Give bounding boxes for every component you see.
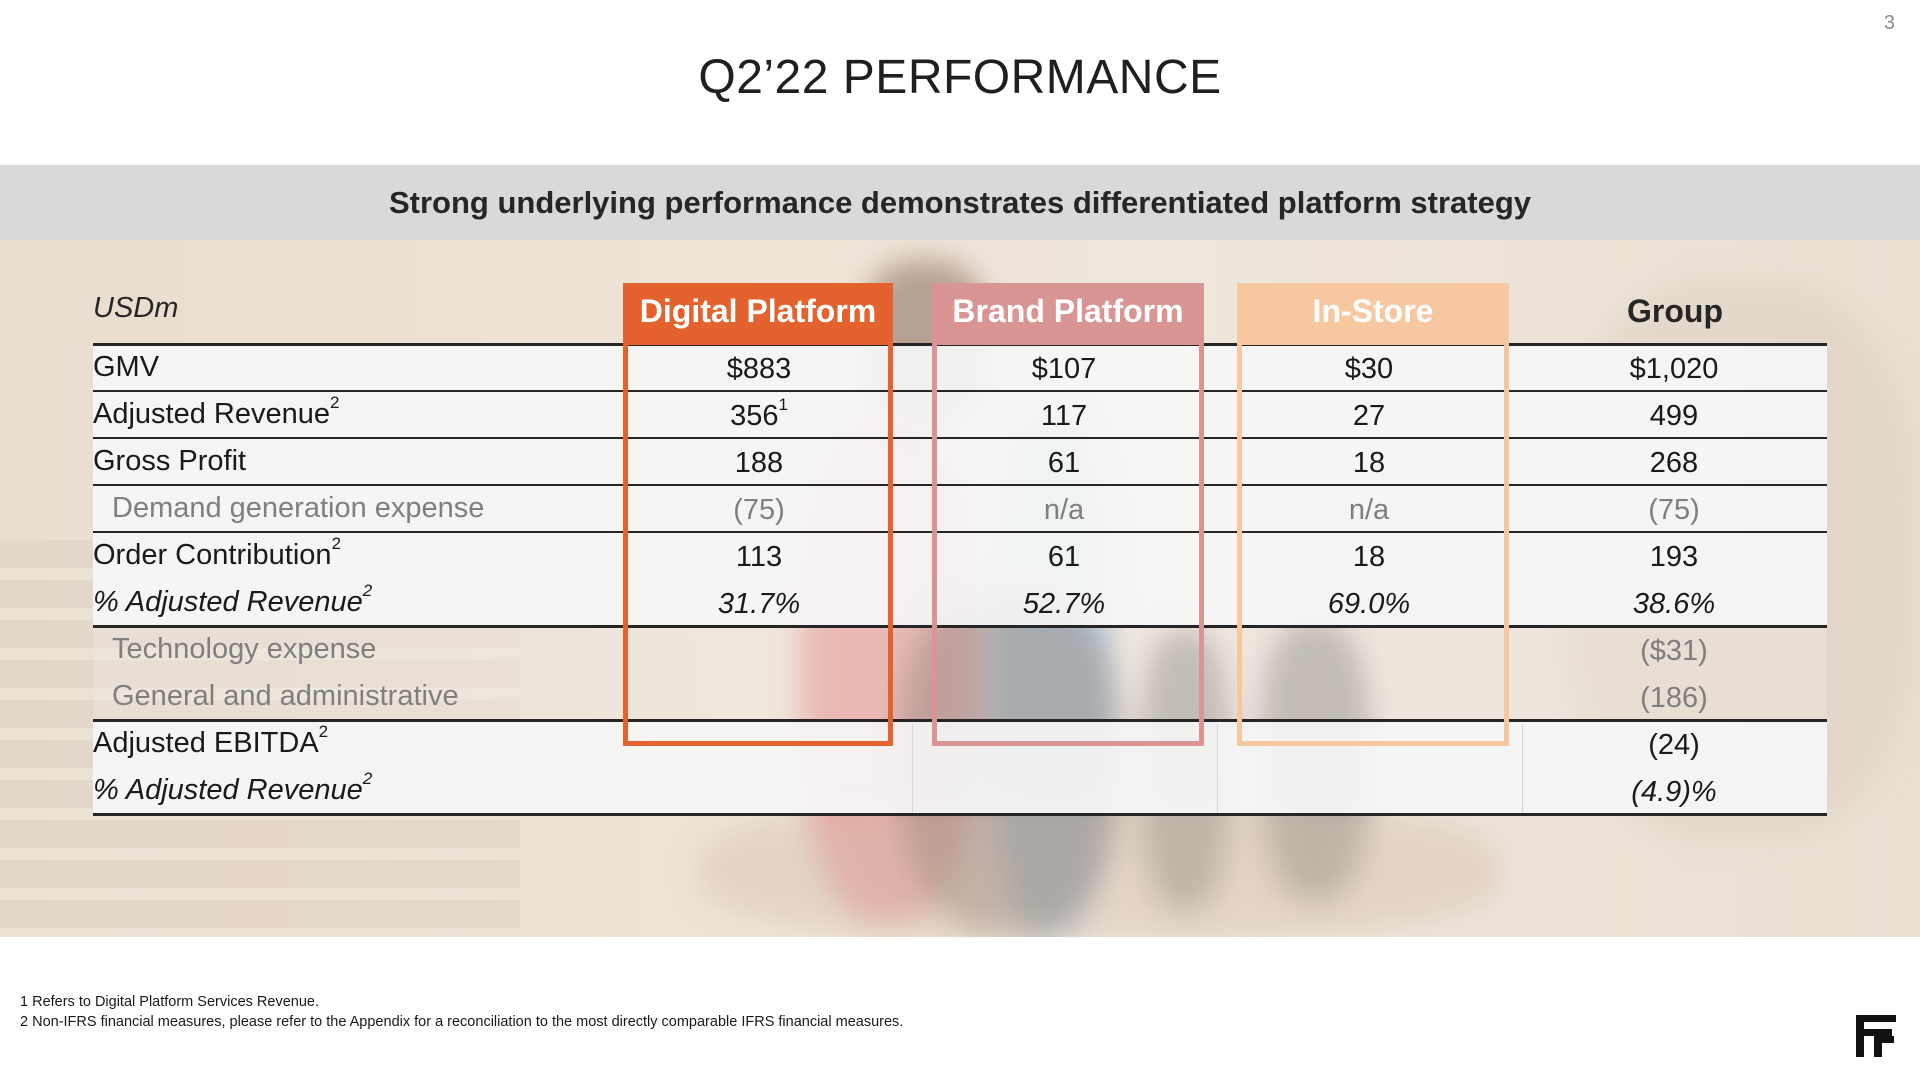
cell-group: ($31): [1640, 635, 1708, 667]
column-separator: [1522, 724, 1523, 815]
cell-brand: $107: [1031, 353, 1097, 385]
table-rule: [93, 719, 1827, 722]
table-row-ebitda-pct: % Adjusted Revenue2 (4.9)%: [93, 768, 1827, 815]
cell-group: 193: [1649, 541, 1699, 573]
row-label: Technology expense: [112, 633, 377, 665]
row-label: % Adjusted Revenue2: [93, 581, 373, 618]
cell-brand: 52.7%: [1022, 588, 1106, 620]
cell-group: (4.9)%: [1631, 776, 1717, 808]
column-separator: [1217, 724, 1218, 815]
cell-group: (75): [1648, 494, 1700, 526]
cell-group: (186): [1640, 682, 1708, 714]
page-title: Q2’22 PERFORMANCE: [698, 51, 1222, 104]
footnotes: 1 Refers to Digital Platform Services Re…: [20, 992, 903, 1032]
table-row-order-contribution-pct: % Adjusted Revenue2 31.7% 52.7% 69.0% 38…: [93, 580, 1827, 627]
cell-brand: 117: [1040, 400, 1088, 432]
table-row-technology-expense: Technology expense ($31): [93, 627, 1827, 674]
cell-instore: n/a: [1348, 494, 1390, 526]
cell-digital: 113: [735, 541, 783, 573]
table-row-adjusted-revenue: Adjusted Revenue2 3561 117 27 499: [93, 392, 1827, 439]
table-rule: [93, 813, 1827, 816]
brand-box-top: [932, 340, 1204, 345]
table-rule: [93, 437, 1827, 439]
row-label: % Adjusted Revenue2: [93, 769, 373, 806]
cell-brand: n/a: [1043, 494, 1085, 526]
cell-digital: 31.7%: [717, 588, 801, 620]
banner: Strong underlying performance demonstrat…: [0, 165, 1920, 240]
cell-group: 268: [1649, 447, 1699, 479]
cell-group: 499: [1649, 400, 1699, 432]
cell-group: (24): [1648, 729, 1700, 761]
cell-instore: $30: [1344, 353, 1394, 385]
banner-text: Strong underlying performance demonstrat…: [388, 184, 1532, 220]
footnote-2: 2 Non-IFRS financial measures, please re…: [20, 1014, 904, 1030]
row-label: GMV: [93, 351, 160, 383]
cell-digital: 188: [734, 447, 784, 479]
column-header-brand-platform: Brand Platform: [932, 283, 1204, 340]
ff-logo-icon: [1856, 1015, 1896, 1057]
footnote-1: 1 Refers to Digital Platform Services Re…: [20, 994, 319, 1010]
cell-digital: 3561: [730, 395, 788, 432]
performance-table: USDm Digital Platform Brand Platform In-…: [0, 240, 1920, 937]
cell-group: 38.6%: [1632, 588, 1716, 620]
cell-group: $1,020: [1629, 353, 1719, 385]
page-number: 3: [1883, 12, 1895, 34]
column-header-digital-platform: Digital Platform: [623, 283, 893, 340]
column-separator: [912, 724, 913, 815]
cell-brand: 61: [1047, 541, 1081, 573]
table-row-gross-profit: Gross Profit 188 61 18 268: [93, 439, 1827, 486]
cell-digital: (75): [733, 494, 785, 526]
row-label: Adjusted EBITDA2: [93, 722, 329, 759]
column-header-group: Group: [1627, 293, 1723, 329]
digital-platform-outline: [623, 344, 893, 746]
table-row-order-contribution: Order Contribution2 113 61 18 193: [93, 533, 1827, 580]
cell-instore: 18: [1352, 541, 1386, 573]
table-row-general-admin: General and administrative (186): [93, 674, 1827, 721]
table-rule: [93, 531, 1827, 533]
table-rule: [93, 390, 1827, 392]
table-rule: [93, 484, 1827, 486]
table-row-gmv: GMV $883 $107 $30 $1,020: [93, 345, 1827, 392]
row-label: Gross Profit: [93, 445, 247, 477]
photo-ground: [700, 800, 1500, 937]
column-header-in-store: In-Store: [1237, 283, 1509, 340]
row-label: General and administrative: [112, 680, 459, 712]
row-label: Demand generation expense: [112, 492, 485, 524]
cell-instore: 27: [1352, 400, 1386, 432]
cell-instore: 69.0%: [1327, 588, 1411, 620]
in-store-outline: [1237, 344, 1509, 746]
table-row-demand-generation: Demand generation expense (75) n/a n/a (…: [93, 486, 1827, 533]
cell-digital: $883: [726, 353, 792, 385]
brand-platform-outline: [932, 344, 1204, 746]
cell-instore: 18: [1352, 447, 1386, 479]
digital-box-top: [623, 340, 893, 345]
row-label: Order Contribution2: [93, 534, 342, 571]
cell-brand: 61: [1047, 447, 1081, 479]
table-rule: [93, 625, 1827, 628]
row-label: Adjusted Revenue2: [93, 393, 340, 430]
units-label: USDm: [93, 292, 179, 324]
instore-box-top: [1237, 340, 1509, 345]
